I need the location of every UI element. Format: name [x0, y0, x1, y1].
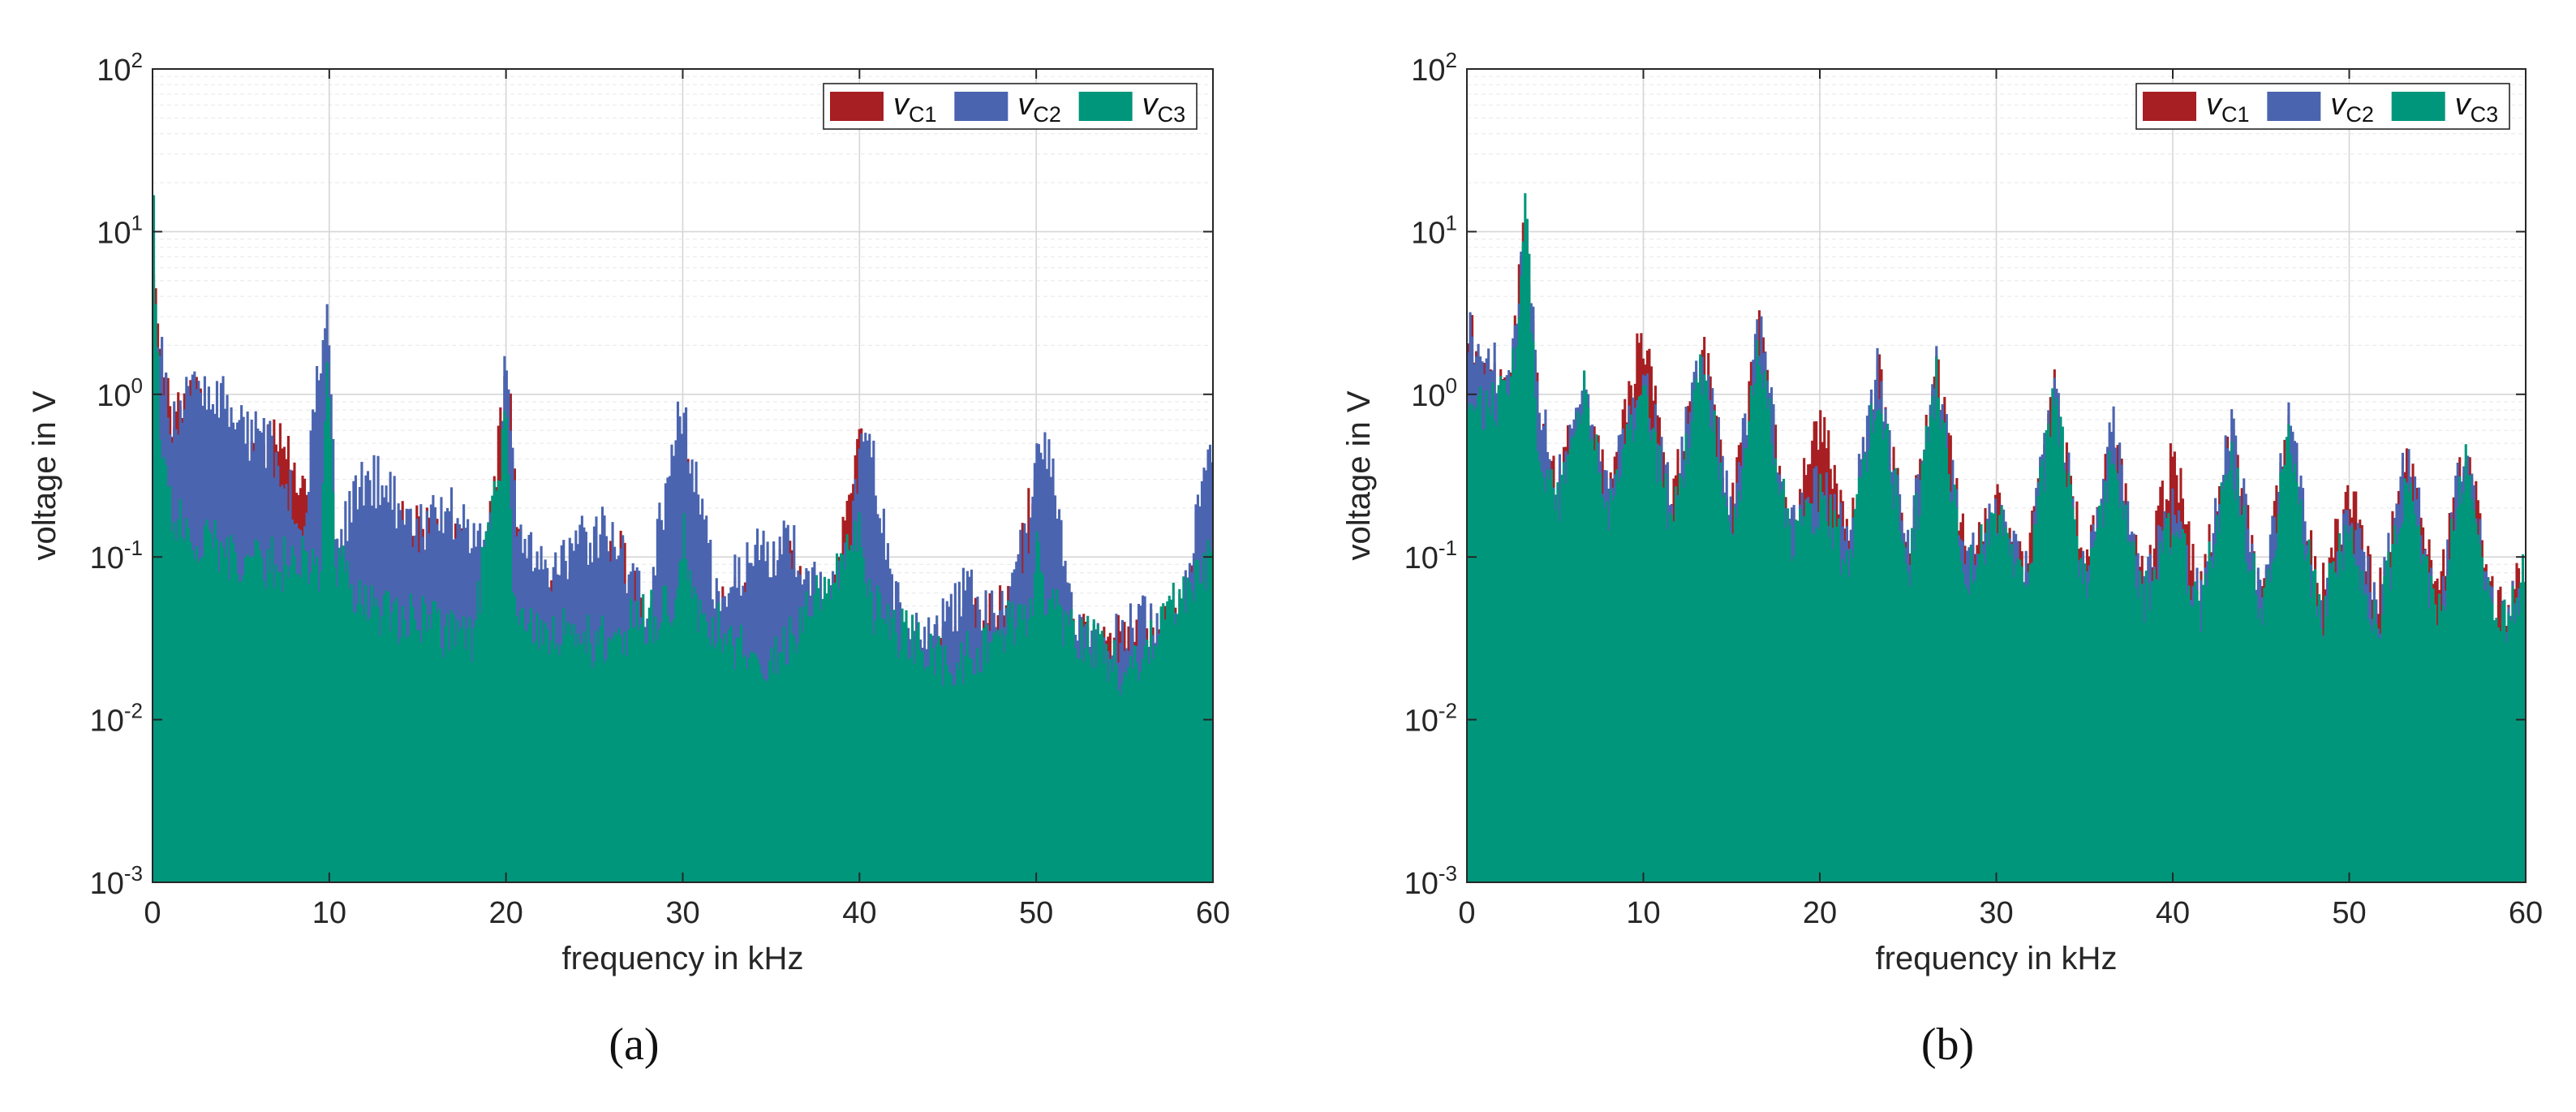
y-tick-label: 10-1 — [1404, 536, 1457, 575]
legend-label-C2: vC2 — [2330, 88, 2374, 127]
bars-vC3 — [1467, 193, 2527, 882]
series-vC3 — [1467, 193, 2527, 882]
x-tick-label: 0 — [1458, 896, 1475, 930]
caption-a: (a) — [609, 1019, 659, 1070]
legend-swatch-C1 — [830, 92, 884, 121]
y-tick-label: 102 — [1411, 48, 1457, 88]
panel-a: 0 10 20 30 40 50 60 10-3 10-2 10-1 100 101 102 freq… — [27, 48, 1230, 1070]
y-tick-label: 102 — [97, 48, 143, 88]
legend-label-C2: vC2 — [1017, 88, 1061, 127]
y-tick-label: 10-2 — [90, 699, 143, 739]
x-tick-label: 20 — [1803, 896, 1837, 930]
x-tick-label: 10 — [1626, 896, 1660, 930]
legend-swatch-C2 — [954, 92, 1008, 121]
legend-swatch-C2 — [2267, 92, 2321, 121]
legend-swatch-C3 — [1078, 92, 1133, 121]
legend-swatch-C1 — [2143, 92, 2196, 121]
y-tick-label: 100 — [97, 373, 143, 413]
panel-b: 0 10 20 30 40 50 60 10-3 10-2 10-1 100 101 102 freq… — [1341, 48, 2543, 1070]
legend-b: vC1 vC2 vC3 — [2135, 83, 2510, 130]
legend-a: vC1 vC2 vC3 — [823, 83, 1198, 130]
y-tick-label: 10-3 — [90, 861, 143, 901]
y-tick-label: 101 — [97, 210, 143, 250]
x-tick-label: 0 — [144, 896, 161, 930]
x-tick-label: 50 — [2332, 896, 2366, 930]
bars-a — [153, 195, 1214, 883]
legend-label-C1: vC1 — [893, 88, 937, 127]
x-ticks-a: 0 10 20 30 40 50 60 — [144, 69, 1230, 930]
bars-vC3 — [153, 195, 1214, 883]
legend-box — [823, 83, 1198, 130]
legend-label-C3: vC3 — [2455, 88, 2499, 127]
y-ticks-a: 10-3 10-2 10-1 100 101 102 — [90, 48, 1213, 901]
x-tick-label: 40 — [2156, 896, 2190, 930]
y-tick-label: 101 — [1411, 210, 1457, 250]
series-vC3 — [153, 195, 1214, 883]
y-ticks-b: 10-3 10-2 10-1 100 101 102 — [1404, 48, 2526, 901]
y-tick-label: 10-3 — [1404, 861, 1457, 901]
y-tick-label: 100 — [1411, 373, 1457, 413]
legend-label-C1: vC1 — [2206, 88, 2250, 127]
x-tick-label: 60 — [2509, 896, 2543, 930]
x-tick-label: 60 — [1196, 896, 1230, 930]
x-tick-label: 30 — [665, 896, 699, 930]
x-tick-label: 40 — [842, 896, 876, 930]
x-axis-label-b: frequency in kHz — [1876, 941, 2118, 976]
x-axis-label-a: frequency in kHz — [562, 941, 804, 976]
x-tick-label: 20 — [489, 896, 523, 930]
y-axis-label-a: voltage in V — [27, 390, 62, 560]
x-tick-label: 50 — [1019, 896, 1053, 930]
caption-b: (b) — [1921, 1019, 1974, 1070]
y-tick-label: 10-2 — [1404, 699, 1457, 739]
x-tick-label: 30 — [1979, 896, 2013, 930]
y-axis-label-b: voltage in V — [1341, 390, 1377, 560]
bars-b — [1467, 193, 2527, 882]
legend-label-C3: vC3 — [1142, 88, 1186, 127]
legend-box — [2135, 83, 2510, 130]
legend-swatch-C3 — [2391, 92, 2445, 121]
y-tick-label: 10-1 — [90, 536, 143, 575]
x-tick-label: 10 — [312, 896, 346, 930]
x-ticks-b: 0 10 20 30 40 50 60 — [1458, 69, 2543, 930]
